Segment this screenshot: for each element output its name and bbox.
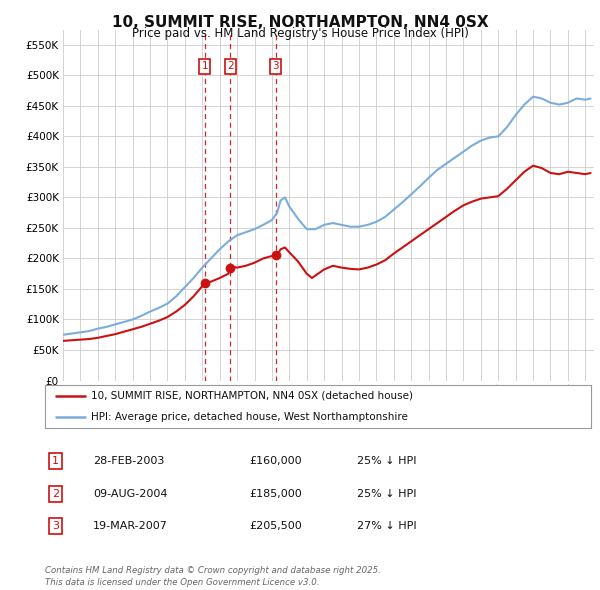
Text: £160,000: £160,000 [249,457,302,466]
Text: £185,000: £185,000 [249,489,302,499]
Text: 2: 2 [52,489,59,499]
Text: 1: 1 [202,61,208,71]
Text: 3: 3 [52,522,59,531]
Text: 27% ↓ HPI: 27% ↓ HPI [357,522,416,531]
Text: 09-AUG-2004: 09-AUG-2004 [93,489,167,499]
Text: Contains HM Land Registry data © Crown copyright and database right 2025.
This d: Contains HM Land Registry data © Crown c… [45,566,381,587]
Text: 19-MAR-2007: 19-MAR-2007 [93,522,168,531]
Text: 10, SUMMIT RISE, NORTHAMPTON, NN4 0SX: 10, SUMMIT RISE, NORTHAMPTON, NN4 0SX [112,15,488,30]
Text: 25% ↓ HPI: 25% ↓ HPI [357,457,416,466]
Text: 1: 1 [52,457,59,466]
Text: 3: 3 [272,61,279,71]
Text: 25% ↓ HPI: 25% ↓ HPI [357,489,416,499]
Text: 10, SUMMIT RISE, NORTHAMPTON, NN4 0SX (detached house): 10, SUMMIT RISE, NORTHAMPTON, NN4 0SX (d… [91,391,413,401]
Text: 2: 2 [227,61,233,71]
Text: Price paid vs. HM Land Registry's House Price Index (HPI): Price paid vs. HM Land Registry's House … [131,27,469,40]
Text: £205,500: £205,500 [249,522,302,531]
Text: HPI: Average price, detached house, West Northamptonshire: HPI: Average price, detached house, West… [91,412,408,422]
Text: 28-FEB-2003: 28-FEB-2003 [93,457,164,466]
